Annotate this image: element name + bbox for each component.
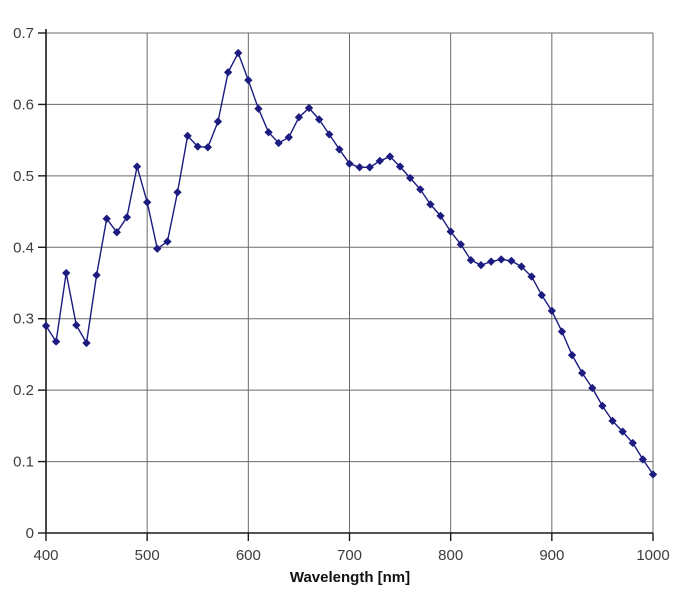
data-point-marker — [375, 156, 385, 166]
data-point-marker — [547, 306, 557, 316]
data-point-marker — [618, 427, 627, 436]
data-point-marker — [537, 290, 546, 300]
data-point-marker — [395, 162, 405, 171]
data-point-marker — [142, 198, 152, 207]
axes — [38, 29, 654, 541]
data-point-marker — [557, 327, 567, 336]
data-point-marker — [496, 255, 506, 264]
y-tick-label: 0.4 — [13, 239, 34, 256]
data-point-marker — [203, 143, 213, 152]
data-point-marker — [345, 159, 354, 168]
data-point-marker — [314, 115, 324, 124]
data-point-marker — [628, 438, 638, 448]
data-point-marker — [325, 130, 334, 139]
y-tick-label: 0.1 — [13, 454, 34, 471]
data-point-marker — [476, 260, 486, 270]
data-point-marker — [577, 368, 587, 378]
data-point-marker — [72, 320, 81, 330]
data-point-marker — [304, 103, 314, 113]
data-point-marker — [456, 240, 466, 249]
data-point-marker — [233, 48, 243, 58]
data-point-marker — [213, 117, 223, 126]
x-tick-label: 400 — [33, 547, 58, 564]
y-tick-label: 0.7 — [13, 25, 34, 42]
data-point-marker — [294, 113, 304, 122]
data-point-marker — [223, 68, 233, 77]
x-tick-label: 500 — [135, 547, 160, 564]
data-point-marker — [426, 200, 435, 209]
data-point-marker — [183, 131, 192, 141]
y-tick-label: 0.5 — [13, 168, 34, 185]
x-axis-title: Wavelength [nm] — [290, 569, 410, 586]
gridlines — [46, 32, 654, 533]
data-point-marker — [254, 104, 263, 113]
data-point-marker — [335, 145, 344, 154]
x-tick-label: 1000 — [636, 547, 669, 564]
data-point-marker — [486, 257, 496, 266]
data-point-marker — [284, 133, 294, 142]
data-point-marker — [132, 162, 142, 171]
y-tick-label: 0.3 — [13, 311, 34, 328]
data-point-marker — [41, 321, 51, 331]
tick-labels: 0 0.1 0.2 0.3 0.4 0.5 0.6 0.7 400 500 600 700 800 900… — [13, 25, 670, 564]
data-point-marker — [61, 268, 71, 278]
data-point-marker — [82, 338, 91, 348]
data-point-marker — [92, 270, 101, 280]
data-point-marker — [274, 138, 283, 148]
data-point-marker — [436, 211, 445, 221]
data-point-marker — [648, 470, 658, 479]
data-point-marker — [446, 227, 455, 236]
data-series — [41, 48, 658, 479]
data-point-marker — [527, 272, 536, 281]
data-point-marker — [588, 383, 597, 393]
data-point-marker — [507, 256, 516, 266]
data-point-marker — [163, 237, 172, 246]
data-point-marker — [385, 152, 395, 161]
data-point-marker — [608, 416, 617, 426]
x-tick-label: 800 — [438, 547, 463, 564]
data-point-marker — [365, 163, 374, 172]
data-point-marker — [405, 173, 415, 183]
data-point-marker — [466, 255, 476, 265]
x-tick-label: 700 — [337, 547, 362, 564]
data-point-marker — [264, 128, 273, 137]
data-point-marker — [51, 337, 61, 346]
data-point-marker — [173, 188, 182, 197]
data-point-marker — [567, 350, 577, 360]
data-point-marker — [102, 214, 111, 223]
data-point-marker — [193, 142, 203, 151]
y-tick-label: 0.6 — [13, 96, 34, 113]
y-tick-label: 0.2 — [13, 382, 34, 399]
data-point-marker — [517, 262, 526, 271]
data-point-marker — [355, 163, 364, 172]
data-point-marker — [244, 75, 253, 85]
data-point-marker — [638, 455, 648, 464]
data-point-marker — [112, 228, 122, 237]
x-tick-label: 900 — [539, 547, 564, 564]
data-point-marker — [153, 244, 162, 253]
y-tick-label: 0 — [26, 525, 34, 542]
data-point-marker — [122, 213, 132, 222]
data-point-marker — [598, 401, 607, 411]
x-tick-label: 600 — [236, 547, 261, 564]
data-point-marker — [416, 185, 425, 194]
